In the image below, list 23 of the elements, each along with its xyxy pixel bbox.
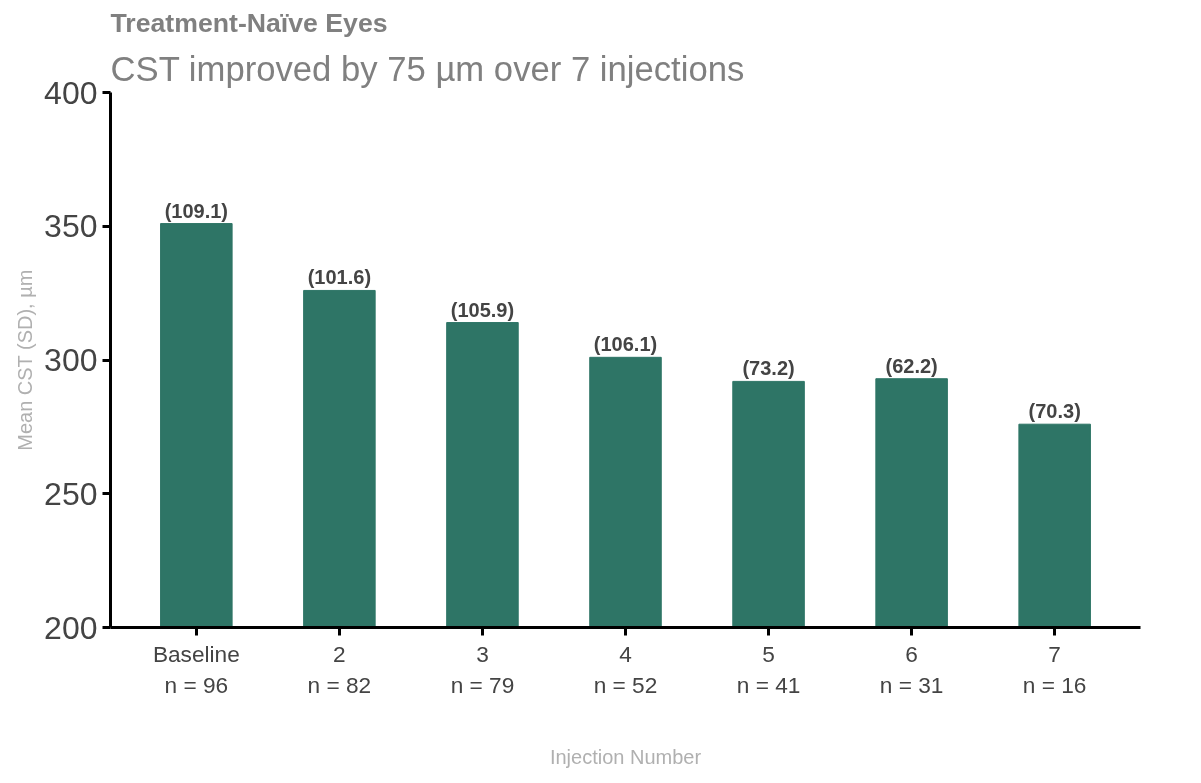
y-tick-label: 250 [44, 475, 98, 512]
chart-title: Treatment-Naïve Eyes [110, 7, 388, 38]
x-tick-label: 7 n = 16 [1022, 640, 1087, 698]
annotation: (62.2) [885, 354, 938, 377]
y-tick-label: 400 [44, 74, 98, 111]
x-tick-label: 6 n = 31 [879, 640, 944, 698]
y-tick-label: 350 [44, 208, 98, 245]
chart-subtitle: CST improved by 75 µm over 7 injections [110, 49, 745, 88]
x-tick-label: Baseline n = 96 [152, 640, 240, 698]
annotation: (101.6) [307, 266, 372, 289]
annotation: (73.2) [742, 357, 795, 380]
y-tick-label: 200 [44, 609, 98, 646]
annotation: (106.1) [593, 333, 658, 356]
annotation: (109.1) [164, 199, 229, 222]
annotation: (105.9) [450, 298, 515, 321]
x-tick-label: 4 n = 52 [593, 640, 658, 698]
y-tick-label: 300 [44, 342, 98, 378]
x-tick-label: 5 n = 41 [736, 640, 801, 698]
x-axis-title: Injection Number [549, 745, 702, 768]
x-tick-label: 2 n = 82 [307, 640, 372, 698]
y-axis-title: Mean CST (SD), µm [14, 269, 37, 451]
x-tick-label: 3 n = 79 [450, 640, 515, 698]
annotation: (70.3) [1028, 400, 1081, 423]
